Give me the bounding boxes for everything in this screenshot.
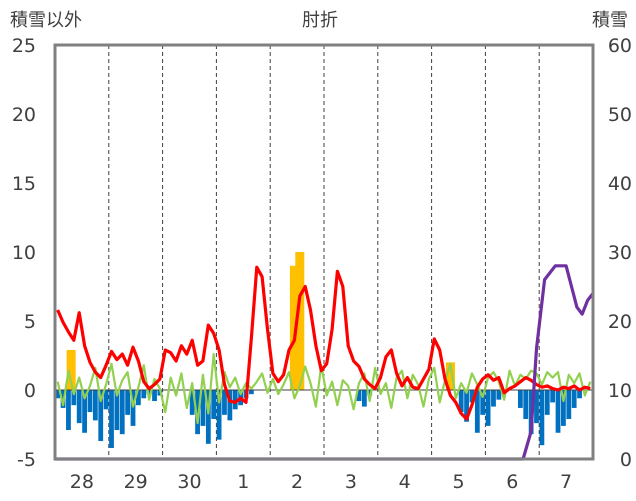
sunshine-bar: [82, 390, 87, 433]
x-tick-label: 2: [291, 471, 303, 493]
sunshine-bar: [76, 390, 82, 424]
sunshine-bar: [480, 390, 486, 415]
sunshine-bar: [577, 390, 582, 399]
sunshine-bar: [469, 390, 475, 403]
y-right-tick-label: 30: [608, 242, 632, 264]
sunshine-bar: [474, 390, 480, 433]
x-tick-label: 29: [124, 471, 148, 493]
sunshine-bar: [539, 390, 545, 446]
precipitation-bar: [445, 362, 455, 390]
sunshine-bar: [491, 390, 496, 407]
snow-depth-line: [55, 264, 595, 461]
sunshine-bar: [248, 390, 254, 395]
sunshine-bar: [119, 390, 125, 435]
y-left-tick-label: 10: [12, 242, 36, 264]
x-tick-label: 1: [237, 471, 249, 493]
sunshine-bar: [496, 390, 502, 400]
sunshine-bar: [152, 390, 157, 402]
sunshine-bar: [361, 390, 367, 407]
sunshine-bar: [200, 390, 206, 426]
y-left-tick-label: 0: [24, 380, 36, 402]
y-right-tick-label: 0: [620, 449, 632, 471]
y-left-tick-label: 5: [24, 311, 36, 333]
sunshine-bar: [544, 390, 550, 415]
sunshine-bar: [523, 390, 529, 419]
sunshine-bar: [114, 390, 120, 431]
sunshine-bar: [135, 390, 141, 406]
precipitation-bar: [295, 252, 305, 390]
sunshine-bar: [356, 390, 362, 402]
y-right-tick-label: 60: [608, 35, 632, 57]
y-right-tick-label: 50: [608, 104, 632, 126]
x-tick-label: 6: [506, 471, 518, 493]
temperature-line: [56, 265, 591, 421]
x-tick-label: 28: [70, 471, 94, 493]
sunshine-bar: [485, 390, 491, 426]
sunshine-bar: [216, 390, 222, 440]
sunshine-bar: [464, 390, 469, 422]
y-left-tick-label: -5: [17, 449, 36, 471]
sunshine-bar: [87, 390, 93, 413]
sunshine-bar: [92, 390, 98, 421]
series-lines: [55, 264, 595, 461]
sunshine-bar: [195, 390, 200, 435]
sunshine-bar: [227, 390, 233, 421]
left-axis-ticks: 25 20 15 10 5 0 -5: [12, 35, 36, 471]
sunshine-bar: [555, 390, 561, 433]
x-tick-label: 30: [177, 471, 201, 493]
x-tick-label: 7: [560, 471, 572, 493]
x-axis-ticks: 28 29 30 1 2 3 4 5 6 7: [70, 471, 572, 493]
sunshine-bar: [103, 390, 109, 410]
sunshine-bar: [98, 390, 104, 442]
sunshine-bar: [458, 390, 464, 413]
sunshine-bar: [571, 390, 577, 408]
y-left-tick-label: 20: [12, 104, 36, 126]
right-axis-label: 積雪: [592, 10, 628, 31]
sunshine-bar: [125, 390, 131, 415]
left-axis-label: 積雪以外: [10, 10, 82, 31]
sunshine-bar: [141, 390, 147, 399]
sunshine-bar: [146, 390, 152, 395]
sunshine-bar: [222, 390, 227, 415]
sunshine-bar: [534, 390, 539, 424]
y-right-tick-label: 40: [608, 173, 632, 195]
precipitation-bar: [66, 349, 76, 390]
plot-frame: [53, 43, 595, 461]
sunshine-bar: [550, 390, 556, 403]
sunshine-bar: [517, 390, 523, 408]
temp-anomaly-line: [56, 353, 592, 425]
y-right-tick-label: 20: [608, 311, 632, 333]
chart-title: 肘折: [302, 10, 338, 31]
sunshine-bar: [367, 390, 373, 396]
sunshine-bar: [109, 390, 114, 448]
x-tick-label: 3: [345, 471, 357, 493]
x-tick-label: 4: [399, 471, 411, 493]
sunshine-bar: [66, 390, 71, 431]
y-right-tick-label: 10: [608, 380, 632, 402]
sunshine-bar: [566, 390, 572, 419]
sunshine-bar: [130, 390, 136, 426]
sunshine-bar: [561, 390, 566, 426]
sunshine-bar: [211, 390, 217, 419]
x-tick-label: 5: [452, 471, 464, 493]
sunshine-bar: [189, 390, 195, 415]
sunshine-bar: [232, 390, 238, 410]
sunshine-bar: [205, 390, 211, 444]
sunshine-bar: [55, 390, 61, 399]
y-left-tick-label: 15: [12, 173, 36, 195]
y-left-tick-label: 25: [12, 35, 36, 57]
right-axis-ticks: 60 50 40 30 20 10 0: [608, 35, 632, 471]
sunshine-bar: [71, 390, 77, 406]
